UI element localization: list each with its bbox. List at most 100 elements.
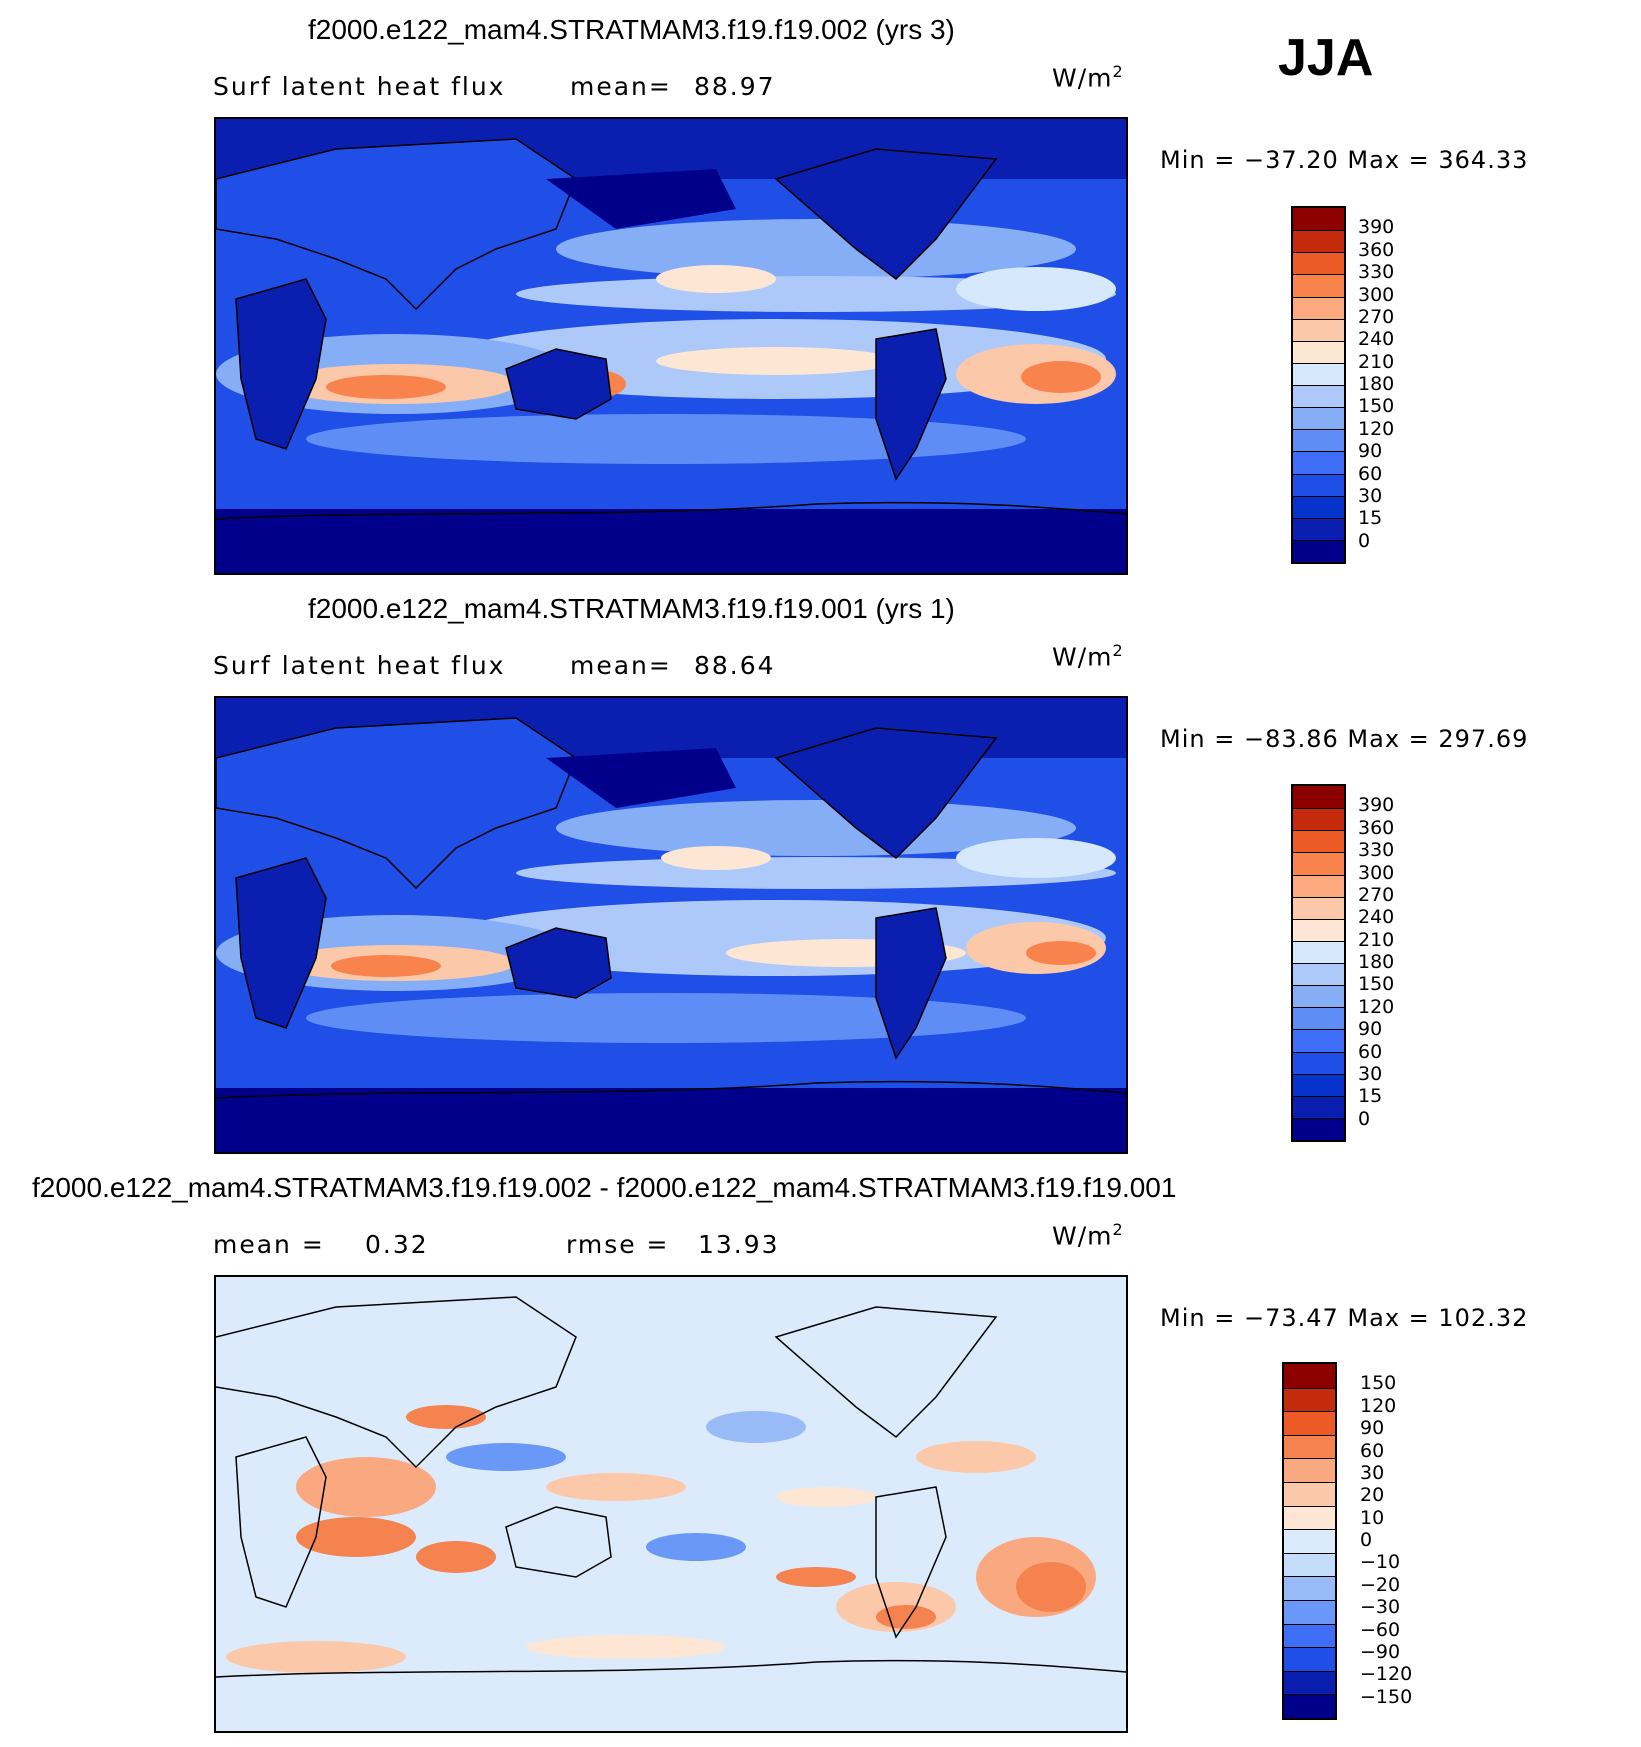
colorbar-tick-label: 0 xyxy=(1358,1107,1371,1130)
colorbar-swatch xyxy=(1293,407,1344,430)
colorbar-tick-label: 210 xyxy=(1358,350,1395,373)
colorbar-tick-label: 360 xyxy=(1358,238,1395,261)
colorbar-tick-label: 180 xyxy=(1358,951,1395,973)
colorbar-tick-label: 360 xyxy=(1358,816,1395,839)
colorbar-tick-label: 15 xyxy=(1358,507,1383,530)
colorbar-tick-label: 60 xyxy=(1358,462,1383,485)
colorbar-swatch xyxy=(1293,874,1344,897)
panel-3-units: W/m2 xyxy=(1052,1220,1124,1251)
colorbar-tick-label: 270 xyxy=(1358,883,1395,906)
panel-2-colorbar xyxy=(1291,784,1346,1142)
panel-1-variable-label: Surf latent heat flux xyxy=(213,72,506,101)
colorbar-swatch xyxy=(1284,1529,1335,1553)
colorbar-tick-label: −30 xyxy=(1360,1596,1401,1619)
colorbar-swatch xyxy=(1284,1600,1335,1624)
colorbar-tick-label: 300 xyxy=(1358,283,1395,306)
colorbar-tick-label: 390 xyxy=(1358,794,1395,817)
panel-3-map xyxy=(214,1275,1128,1733)
colorbar-swatch xyxy=(1284,1482,1335,1506)
colorbar-tick-label: −20 xyxy=(1360,1573,1401,1596)
colorbar-tick-label: 90 xyxy=(1358,440,1383,463)
colorbar-tick-label: 120 xyxy=(1358,417,1395,440)
panel-3-title: f2000.e122_mam4.STRATMAM3.f19.f19.002 - … xyxy=(32,1172,1177,1203)
panel-2-mean-label: mean= xyxy=(570,651,672,680)
panel-3-rmse-label: rmse = xyxy=(566,1230,670,1259)
colorbar-swatch xyxy=(1293,1095,1344,1118)
colorbar-swatch xyxy=(1293,808,1344,831)
panel-1-title: f2000.e122_mam4.STRATMAM3.f19.f19.002 (y… xyxy=(308,14,955,45)
colorbar-swatch xyxy=(1293,473,1344,496)
colorbar-tick-label: −60 xyxy=(1360,1618,1401,1641)
colorbar-tick-label: 60 xyxy=(1358,1040,1383,1063)
colorbar-swatch xyxy=(1284,1434,1335,1459)
colorbar-tick-label: 90 xyxy=(1358,1018,1383,1041)
panel-3-rmse-value: 13.93 xyxy=(698,1230,780,1259)
panel-1-colorbar xyxy=(1291,206,1346,564)
panel-3-minmax: Min = −73.47 Max = 102.32 xyxy=(1160,1304,1529,1332)
panel-3-mean-value: 0.32 xyxy=(365,1230,429,1259)
colorbar-swatch xyxy=(1293,1007,1344,1030)
colorbar-swatch xyxy=(1293,539,1344,562)
colorbar-swatch xyxy=(1284,1694,1335,1718)
colorbar-tick-label: 0 xyxy=(1358,529,1371,552)
colorbar-tick-label: 10 xyxy=(1360,1506,1385,1529)
panel-2-variable-label: Surf latent heat flux xyxy=(213,651,506,680)
panel-2-minmax: Min = −83.86 Max = 297.69 xyxy=(1160,725,1529,753)
colorbar-tick-label: 330 xyxy=(1358,261,1395,284)
colorbar-swatch xyxy=(1293,429,1344,452)
colorbar-tick-label: −90 xyxy=(1360,1640,1401,1663)
colorbar-swatch xyxy=(1284,1387,1335,1412)
colorbar-tick-label: 30 xyxy=(1360,1461,1385,1484)
colorbar-swatch xyxy=(1293,985,1344,1008)
colorbar-tick-label: 270 xyxy=(1358,305,1395,328)
colorbar-swatch xyxy=(1293,296,1344,319)
colorbar-swatch xyxy=(1284,1505,1335,1530)
colorbar-swatch xyxy=(1293,786,1344,809)
colorbar-tick-label: −10 xyxy=(1360,1551,1401,1574)
panel-1-mean-label: mean= xyxy=(570,72,672,101)
colorbar-swatch xyxy=(1284,1623,1335,1648)
colorbar-swatch xyxy=(1293,208,1344,231)
colorbar-tick-label: 300 xyxy=(1358,861,1395,884)
colorbar-swatch xyxy=(1284,1670,1335,1695)
panel-1-map xyxy=(214,117,1128,575)
season-label: JJA xyxy=(1278,29,1374,87)
panel-1-mean-value: 88.97 xyxy=(694,72,776,101)
colorbar-swatch xyxy=(1284,1411,1335,1435)
colorbar-tick-label: 0 xyxy=(1360,1529,1373,1551)
colorbar-tick-label: 90 xyxy=(1360,1417,1385,1440)
colorbar-tick-label: −120 xyxy=(1360,1663,1413,1686)
colorbar-swatch xyxy=(1284,1647,1335,1671)
colorbar-swatch xyxy=(1293,274,1344,297)
panel-3-colorbar xyxy=(1282,1362,1337,1720)
panel-3-mean-label: mean = xyxy=(213,1230,325,1259)
colorbar-tick-label: −150 xyxy=(1360,1685,1413,1708)
colorbar-tick-label: 30 xyxy=(1358,484,1383,507)
colorbar-swatch xyxy=(1293,1073,1344,1096)
colorbar-swatch xyxy=(1293,252,1344,275)
colorbar-swatch xyxy=(1293,830,1344,853)
colorbar-swatch xyxy=(1293,896,1344,919)
panel-2-units: W/m2 xyxy=(1052,641,1124,672)
colorbar-swatch xyxy=(1293,918,1344,941)
colorbar-tick-label: 180 xyxy=(1358,373,1395,395)
colorbar-tick-label: 60 xyxy=(1360,1439,1385,1462)
colorbar-swatch xyxy=(1293,1117,1344,1140)
panel-2-title: f2000.e122_mam4.STRATMAM3.f19.f19.001 (y… xyxy=(308,593,955,624)
colorbar-swatch xyxy=(1293,517,1344,540)
panel-1-units: W/m2 xyxy=(1052,62,1124,93)
colorbar-tick-label: 15 xyxy=(1358,1085,1383,1108)
colorbar-tick-label: 150 xyxy=(1358,973,1395,996)
colorbar-swatch xyxy=(1293,340,1344,363)
colorbar-swatch xyxy=(1293,362,1344,385)
colorbar-swatch xyxy=(1293,1051,1344,1074)
colorbar-tick-label: 150 xyxy=(1358,395,1395,418)
colorbar-swatch xyxy=(1293,963,1344,986)
colorbar-swatch xyxy=(1293,1029,1344,1052)
colorbar-swatch xyxy=(1293,495,1344,518)
colorbar-swatch xyxy=(1293,318,1344,341)
colorbar-tick-label: 240 xyxy=(1358,906,1395,929)
panel-2-mean-value: 88.64 xyxy=(694,651,776,680)
colorbar-swatch xyxy=(1284,1576,1335,1600)
colorbar-swatch xyxy=(1293,230,1344,253)
